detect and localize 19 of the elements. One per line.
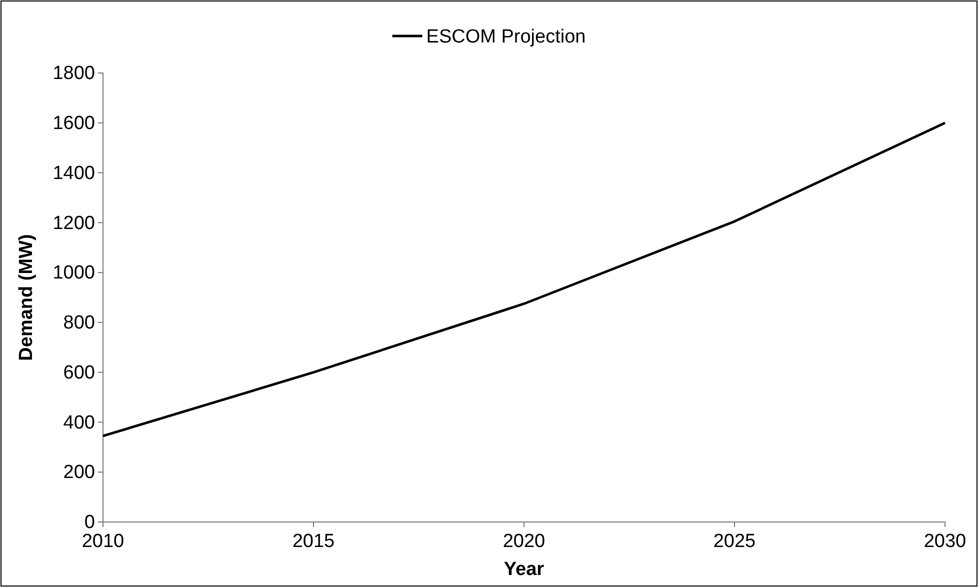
- y-tick-label: 1200: [52, 212, 95, 234]
- y-tick-label: 800: [63, 312, 95, 334]
- y-axis-title: Demand (MW): [16, 234, 37, 361]
- y-tick-label: 1400: [52, 162, 95, 184]
- x-tick-label: 2030: [924, 531, 966, 552]
- y-tick-label: 400: [63, 412, 95, 434]
- legend-label: ESCOM Projection: [426, 26, 586, 48]
- y-tick-label: 1800: [52, 63, 95, 84]
- x-axis-title: Year: [504, 559, 545, 580]
- y-tick-label: 200: [63, 462, 95, 484]
- x-tick-label: 2020: [502, 531, 546, 552]
- line-series: [102, 122, 946, 438]
- x-tick-label: 2015: [292, 531, 335, 552]
- x-tick-label: 2010: [82, 531, 124, 552]
- y-tick-label: 600: [63, 362, 95, 384]
- x-tick-label: 2025: [713, 531, 756, 552]
- y-tick-label: 0: [84, 512, 95, 534]
- y-tick-label: 1000: [52, 262, 95, 284]
- y-tick-label: 1600: [52, 112, 95, 134]
